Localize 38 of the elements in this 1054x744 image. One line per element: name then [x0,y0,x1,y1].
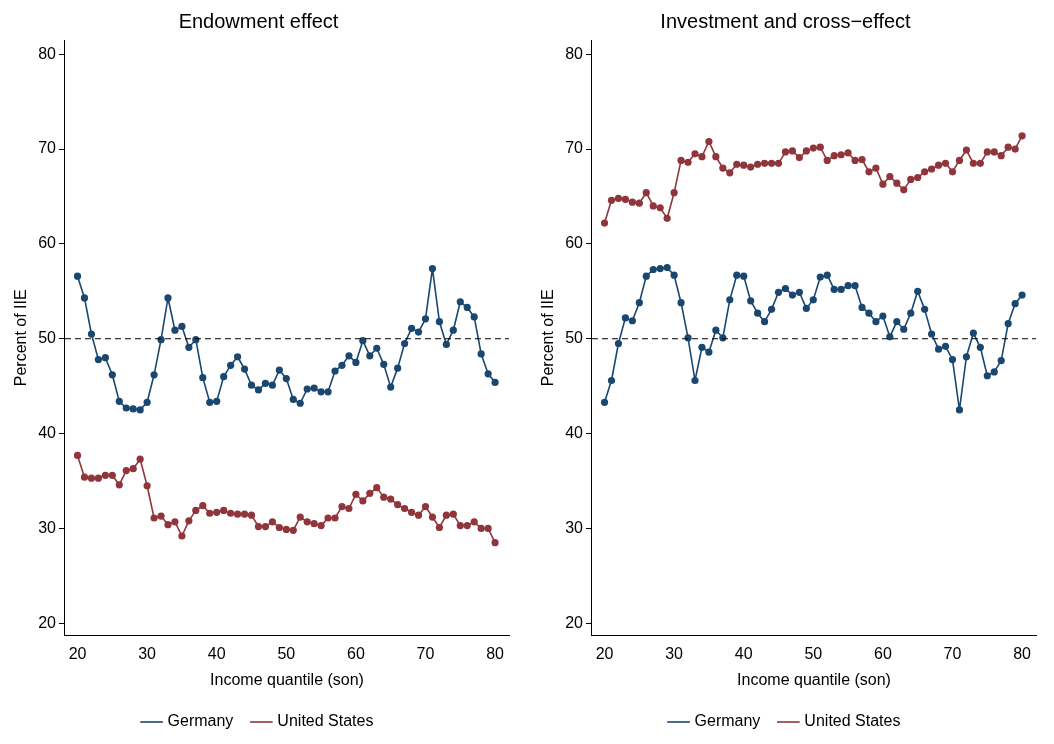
x-tick-label: 80 [1013,644,1032,662]
chart-title: Investment and cross−effect [660,9,912,32]
y-tick-label: 80 [38,44,57,62]
x-tick-label: 30 [665,644,684,662]
y-axis-title: Percent of IIE [539,289,557,387]
x-tick-label: 30 [138,644,157,662]
y-tick-label: 30 [38,518,57,536]
x-tick-label: 70 [943,644,962,662]
y-tick-label: 80 [565,44,584,62]
x-tick-label: 60 [347,644,365,662]
y-tick-label: 70 [565,139,584,157]
y-tick-label: 20 [38,613,57,631]
y-tick-label: 60 [38,234,57,252]
x-tick-label: 40 [734,644,753,662]
x-axis-title: Income quantile (son) [737,670,891,688]
y-tick-label: 20 [565,613,584,631]
legend-label: Germany [694,712,761,730]
y-tick-label: 60 [565,234,584,252]
legend-label: United States [804,712,901,730]
legend-label: Germany [167,712,234,730]
x-tick-label: 20 [595,644,614,662]
x-tick-label: 70 [416,644,435,662]
x-tick-label: 50 [277,644,296,662]
y-tick-label: 70 [38,139,57,157]
y-tick-label: 30 [565,518,584,536]
x-tick-label: 20 [68,644,87,662]
y-tick-label: 50 [565,329,584,347]
x-tick-label: 80 [486,644,505,662]
chart-title: Endowment effect [178,9,339,32]
y-tick-label: 40 [565,424,584,441]
x-tick-label: 50 [804,644,823,662]
y-tick-label: 40 [38,424,57,441]
x-tick-label: 40 [207,644,226,662]
y-axis-title: Percent of IIE [12,289,30,387]
x-axis-title: Income quantile (son) [210,670,364,688]
y-tick-label: 50 [38,329,57,347]
x-tick-label: 60 [874,644,892,662]
legend-label: United States [277,712,374,730]
